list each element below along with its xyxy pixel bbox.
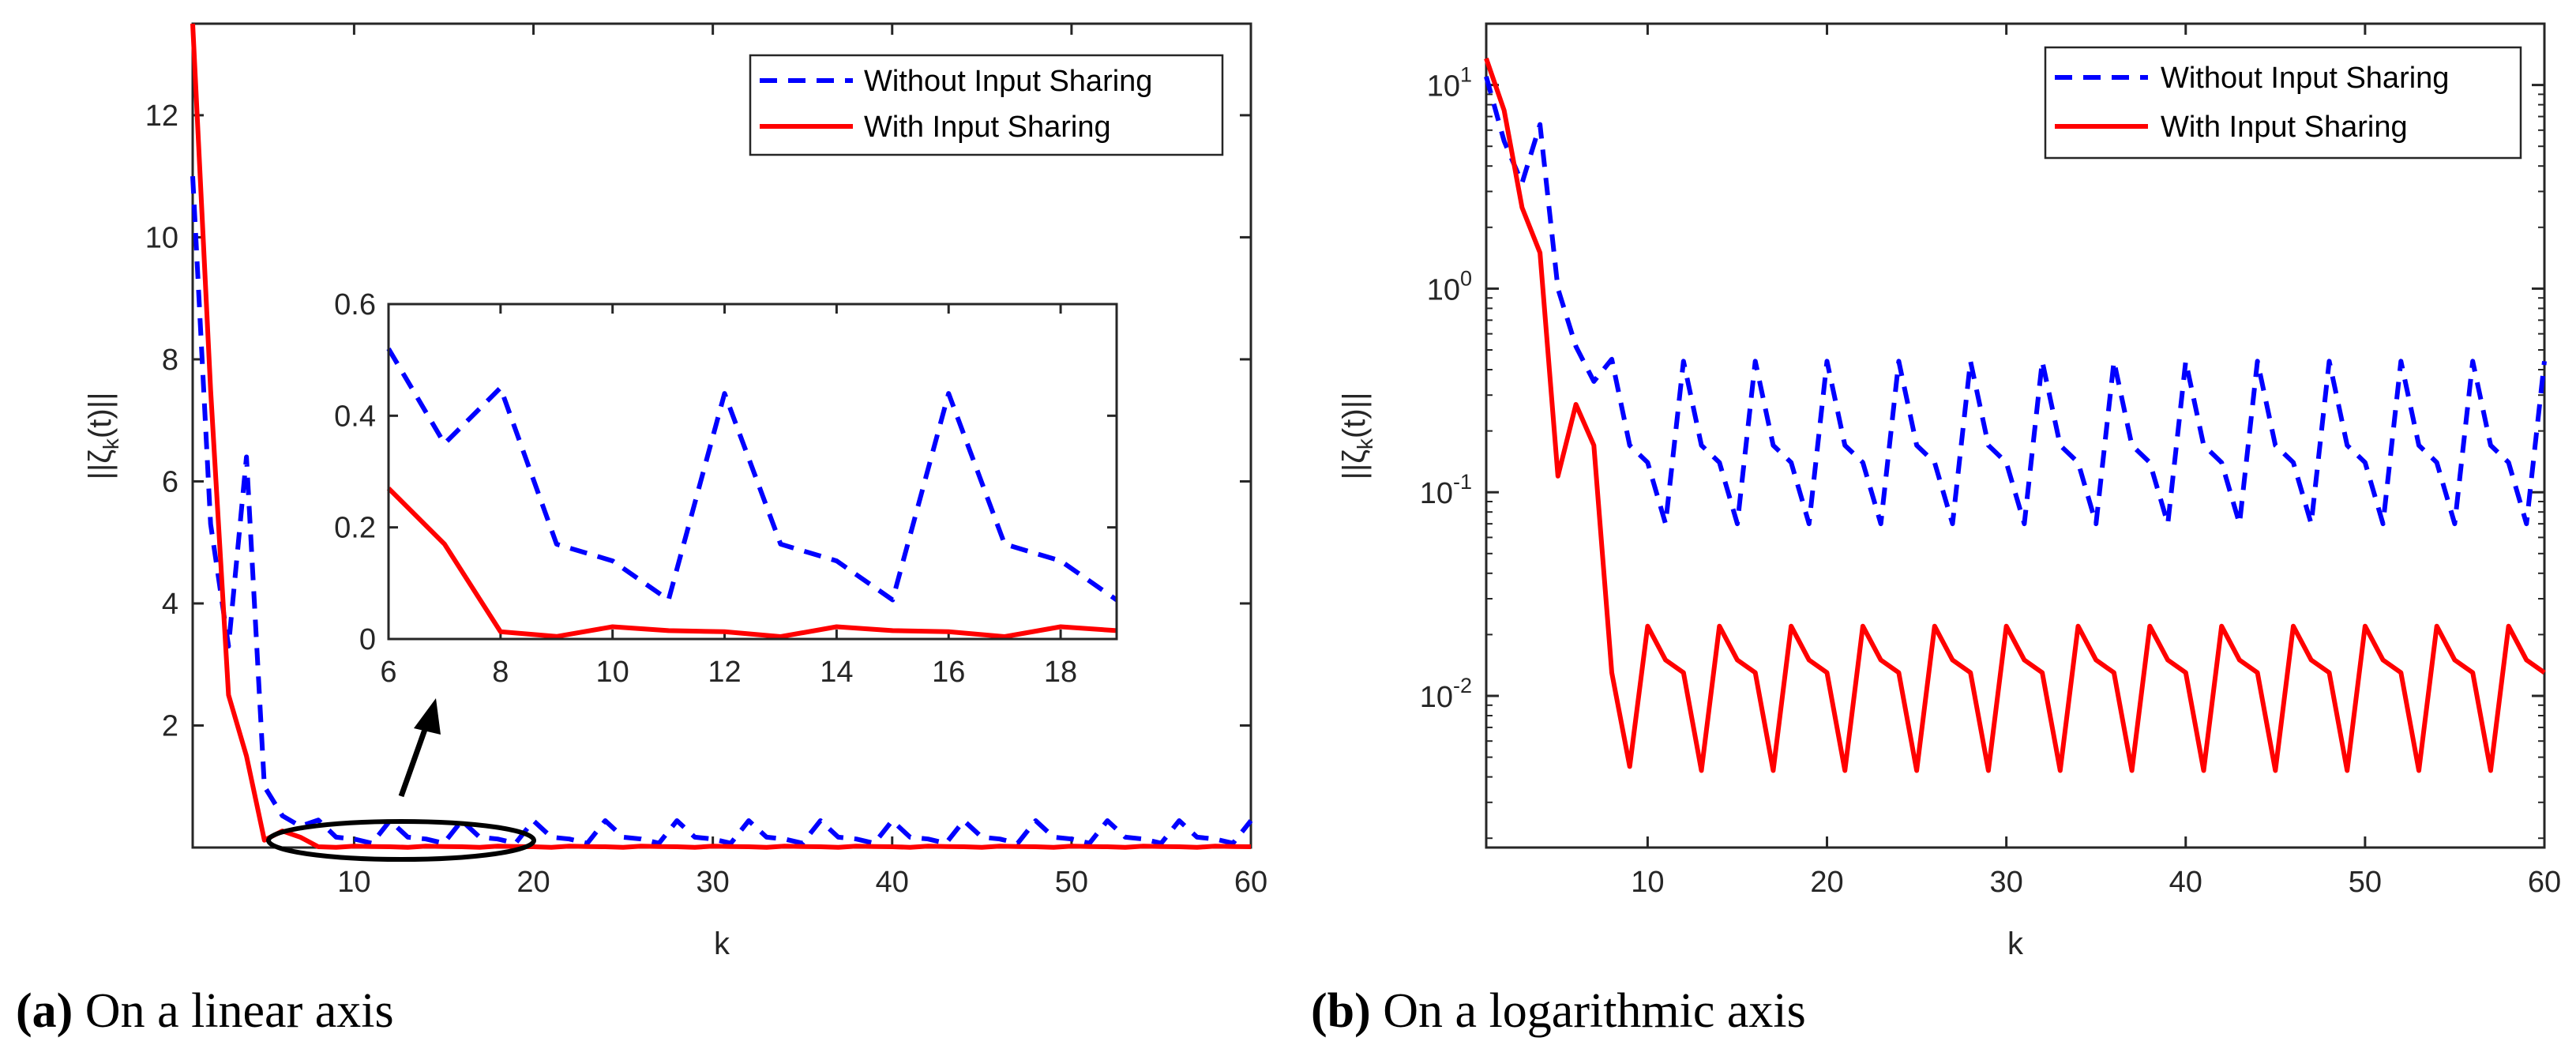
panel-b-ytick-label: 10-1 [1420,470,1472,510]
panel-b-ytick-label: 10-2 [1420,674,1472,714]
panel-a-inset-frame [387,303,1118,641]
panel-b-xtick-label: 30 [1990,866,2023,899]
panel-b-ylabel: ||ζk(t)|| [1337,393,1377,480]
panel-a-xlabel: k [714,927,730,961]
panel-b-axis-ticks: 10 20 30 40 50 60 10-2 10-1 100 101 [1420,23,2561,899]
panel-b-xtick-label: 50 [2349,866,2382,899]
panel-a-ytick-label: 2 [162,709,178,742]
panel-a-inset-xtick-label: 12 [708,656,741,689]
panel-a-inset-xtick-label: 8 [492,656,509,689]
caption-a: (a) On a linear axis [16,984,394,1038]
caption-b-text: On a logarithmic axis [1371,984,1806,1038]
panel-b-legend-label-with: With Input Sharing [2161,111,2408,144]
panel-a-ytick-label: 12 [145,100,178,133]
panel-b-xtick-label: 60 [2528,866,2561,899]
caption-a-letter: (a) [16,984,73,1038]
panel-b-xtick-label: 10 [1631,866,1664,899]
panel-b-xlabel: k [2007,927,2024,961]
panel-a-ytick-label: 4 [162,588,178,621]
panel-a-inset-xtick-label: 10 [596,656,629,689]
panel-a-ytick-label: 8 [162,344,178,377]
panel-a-inset: 6 8 10 12 14 16 18 0 0.2 0.4 0.6 [334,288,1118,689]
panel-a-inset-xtick-label: 18 [1044,656,1077,689]
panel-a-inset-xtick-label: 14 [820,656,853,689]
panel-b-series-without-input-sharing [1484,76,2547,527]
panel-a-ytick-label: 10 [145,221,178,254]
panel-a-legend-label-with: With Input Sharing [864,111,1111,144]
panel-b-legend-box [2044,46,2522,160]
panel-a-xtick-label: 10 [337,866,370,899]
panel-a-inset-ytick-label: 0.6 [334,288,376,321]
panel-b-series-with-input-sharing [1484,58,2546,773]
caption-a-text: On a linear axis [73,984,393,1038]
panel-a-inset-ytick-label: 0 [359,623,376,656]
panel-a-legend: Without Input Sharing With Input Sharing [749,54,1224,156]
panel-b-ytick-label: 101 [1427,63,1472,103]
panel-a-xtick-label: 50 [1055,866,1088,899]
panel-a-xtick-label: 20 [516,866,550,899]
panel-b-series [1484,58,2547,773]
panel-a-ytick-label: 6 [162,465,178,498]
panel-a-inset-ytick-label: 0.2 [334,512,376,545]
panel-b-legend: Without Input Sharing With Input Sharing [2044,46,2522,160]
panel-a-legend-box [749,54,1224,156]
caption-b: (b) On a logarithmic axis [1311,984,1806,1038]
panel-a-zoom-arrow-head [414,698,441,735]
panel-a-inset-ticks: 6 8 10 12 14 16 18 0 0.2 0.4 0.6 [334,288,1117,689]
panel-a-series-with-input-sharing [190,23,1252,850]
panel-a-inset-series-without-input-sharing [386,347,1118,603]
panel-a-inset-series-with-input-sharing [386,487,1117,639]
panel-a-inset-series [386,347,1118,639]
panel-a-xtick-label: 60 [1234,866,1267,899]
panel-b-xtick-label: 40 [2169,866,2202,899]
panel-b-ytick-label: 100 [1427,266,1472,306]
panel-a-series [190,23,1253,850]
panel-a-legend-label-without: Without Input Sharing [864,65,1152,98]
panel-a-zoom-ellipse [266,819,536,862]
panel-b-plot-frame [1485,22,2546,849]
panel-a-series-without-input-sharing [190,175,1253,846]
panel-a-inset-xtick-label: 6 [380,656,396,689]
panel-b: 10 20 30 40 50 60 10-2 10-1 100 101 ||ζk(t)|| k W… [1337,22,2561,961]
panel-b-legend-label-without: Without Input Sharing [2161,62,2449,95]
panel-a-zoom-arrow-shaft [398,724,430,798]
panel-a-ylabel: ||ζk(t)|| [83,393,123,480]
panel-a-xtick-label: 30 [697,866,730,899]
caption-b-letter: (b) [1311,984,1371,1038]
panel-a-inset-ytick-label: 0.4 [334,400,376,433]
panel-a-xtick-label: 40 [876,866,909,899]
panel-b-xtick-label: 20 [1810,866,1843,899]
panel-a-inset-xtick-label: 16 [932,656,965,689]
